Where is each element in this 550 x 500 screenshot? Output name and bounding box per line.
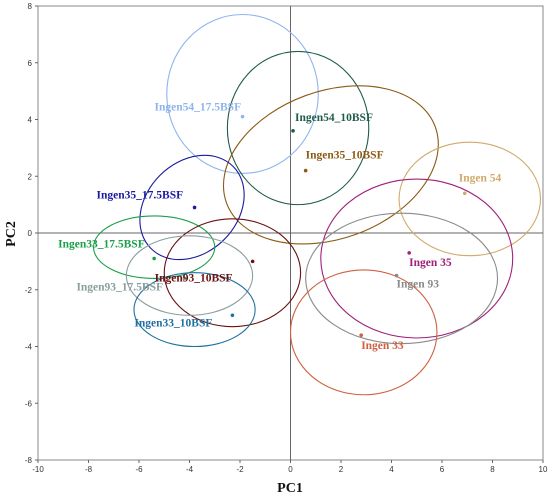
point-ingen93-10bsf [250, 259, 255, 264]
label-ingen33-10bsf: Ingen33_10BSF [134, 317, 212, 329]
ellipse-ingen-54 [398, 141, 542, 257]
point-ingen54-10bsf [291, 129, 295, 133]
y-tick-label: 0 [28, 229, 33, 238]
confidence-ellipses [92, 13, 542, 396]
label-ingen-93: Ingen 93 [397, 279, 440, 291]
y-tick-label: -4 [25, 343, 33, 352]
x-tick-label: 4 [389, 465, 394, 474]
label-ingen93-17-5bsf: Ingen93_17.5BSF [76, 281, 163, 293]
x-tick-label: 10 [539, 465, 548, 474]
ellipse-ingen54-17-5bsf [166, 13, 319, 174]
ellipse-ingen93-10bsf [163, 218, 302, 328]
x-axis-title: PC1 [277, 481, 303, 496]
y-tick-label: 2 [28, 172, 33, 181]
x-tick-label: 8 [490, 465, 495, 474]
label-ingen-33: Ingen 33 [361, 340, 404, 352]
ellipse-ingen54-10bsf [226, 50, 370, 206]
label-ingen-54: Ingen 54 [459, 172, 502, 184]
point-ingen33-17-5bsf [152, 256, 156, 261]
x-tick-label: -8 [85, 465, 93, 474]
point-ingen54-17-5bsf [240, 114, 245, 119]
point-ingen93-17-5bsf [182, 276, 187, 281]
ellipse-ingen-35 [320, 178, 514, 339]
y-axis-title: PC2 [4, 221, 19, 247]
group-labels: Ingen54_17.5BSF Ingen54_10BSF Ingen35_10BS… [58, 102, 501, 352]
x-tick-label: -6 [135, 465, 143, 474]
ellipse-ingen-33 [289, 269, 438, 396]
label-ingen54-10bsf: Ingen54_10BSF [295, 112, 373, 124]
y-tick-label: 4 [28, 116, 33, 125]
point-ingen-93 [394, 273, 399, 278]
label-ingen93-10bsf: Ingen93_10BSF [155, 272, 233, 284]
label-ingen-35: Ingen 35 [409, 257, 452, 269]
x-tick-label: 2 [339, 465, 344, 474]
point-ingen-35 [407, 251, 411, 255]
ellipse-ingen33-10bsf [133, 272, 256, 348]
x-tick-label: -2 [236, 465, 244, 474]
ellipse-ingen93-17-5bsf [125, 235, 254, 316]
y-tick-label: 8 [28, 2, 33, 11]
x-tick-label: -4 [186, 465, 194, 474]
y-tick-label: -2 [25, 286, 33, 295]
point-ingen-33 [359, 333, 364, 337]
x-tick-label: 0 [288, 465, 293, 474]
ellipse-ingen35-10bsf [222, 85, 439, 245]
point-ingen-54 [462, 191, 467, 196]
label-ingen35-17-5bsf: Ingen35_17.5BSF [97, 189, 184, 201]
y-tick-label: -8 [25, 456, 33, 465]
label-ingen35-10bsf: Ingen35_10BSF [306, 150, 384, 162]
point-ingen35-10bsf [303, 168, 308, 173]
ellipse-ingen-93 [305, 212, 499, 345]
x-tick-label: -10 [32, 465, 44, 474]
label-ingen54-17-5bsf: Ingen54_17.5BSF [155, 102, 242, 114]
y-tick-label: -6 [25, 399, 33, 408]
group-points [152, 114, 467, 337]
y-tick-label: 6 [28, 59, 33, 68]
point-ingen35-17-5bsf [192, 205, 197, 210]
ellipse-ingen35-17-5bsf [139, 154, 245, 261]
label-ingen33-17-5bsf: Ingen33_17.5BSF [58, 239, 145, 251]
point-ingen33-10bsf [230, 313, 235, 318]
x-tick-label: 6 [440, 465, 445, 474]
ellipse-ingen33-17-5bsf [92, 215, 216, 279]
